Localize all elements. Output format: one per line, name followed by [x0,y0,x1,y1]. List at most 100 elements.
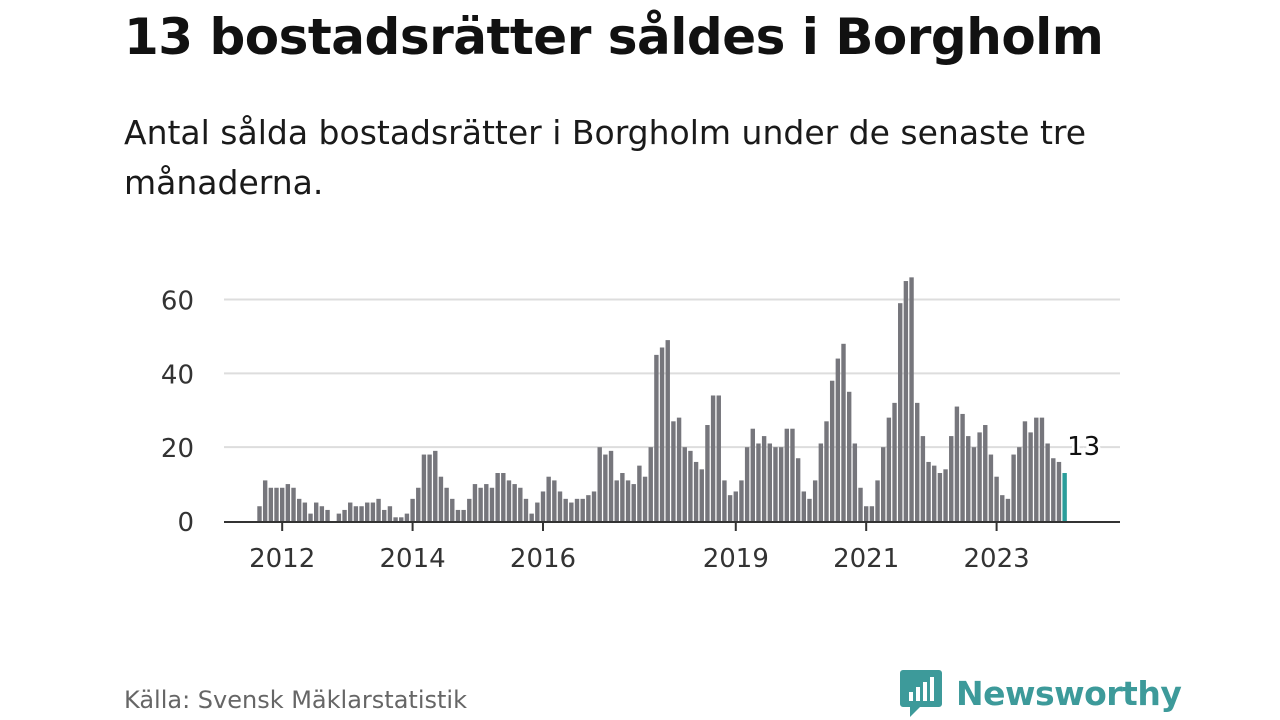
x-tick-label: 2012 [249,544,315,574]
bar [784,428,790,521]
bar [1000,495,1005,521]
bar [308,513,313,521]
bar [563,498,568,521]
bar [540,491,546,521]
bar [348,502,353,521]
bar [665,340,670,521]
bar [495,473,500,521]
page-title: 13 bostadsrätter såldes i Borgholm [124,8,1104,66]
bar [444,487,449,521]
bar [824,421,829,521]
bar [625,480,631,521]
bar [716,395,721,521]
bar [920,436,926,521]
bar [977,432,982,521]
bar [846,391,852,521]
bar [863,506,869,521]
bar [427,454,432,521]
bar [336,513,342,521]
x-tick-label: 2016 [510,544,576,574]
bar [1045,443,1050,522]
bar [438,476,444,521]
bar [937,473,943,521]
bar [552,480,557,521]
bar [370,502,376,521]
bar [960,413,965,521]
bar [433,450,438,521]
bar [489,487,495,521]
x-tick-label: 2023 [964,544,1030,574]
bar [1034,417,1039,521]
bar [671,421,676,521]
bar [597,447,602,521]
bar [285,484,291,521]
bar [637,465,642,522]
bar [620,473,625,521]
bar [450,498,455,521]
bar [682,447,687,521]
bar [501,473,506,521]
x-axis-ticks: 2012 2014 2016 2019 2021 2023 [249,523,1030,574]
bar [727,495,733,521]
bar [722,480,727,521]
bar [279,487,285,521]
bar-chart: 0 20 40 60 2012 2014 2016 2019 2021 2023 13 [161,277,1120,574]
bar [693,461,699,521]
bar [574,498,580,521]
y-tick-label: 20 [161,434,194,464]
bar [262,480,268,521]
bar [484,484,489,521]
brand-name: Newsworthy [956,673,1182,713]
bar [705,425,710,521]
bar [648,447,653,521]
bar [892,402,897,521]
bar [949,436,954,521]
bar [557,491,563,521]
bar [983,425,988,521]
bar [461,509,466,522]
brand-logo[interactable]: Newsworthy [900,668,1182,718]
bar [455,509,461,522]
bar [523,498,529,521]
y-tick-label: 0 [177,508,194,538]
bar [818,443,824,522]
bar [943,469,948,521]
source-note: Källa: Svensk Mäklarstatistik [124,686,467,714]
bar [410,498,415,521]
bar [359,506,364,521]
bar [1039,417,1045,521]
bar [710,395,716,521]
bar [1022,421,1028,521]
bar [387,506,393,521]
bar [1017,447,1022,521]
bar [518,487,523,521]
bar [274,487,279,521]
bar [512,484,517,521]
bar [926,461,931,521]
bar [416,487,421,521]
x-tick-label: 2014 [380,544,446,574]
bar [404,513,410,521]
bar [257,506,262,521]
bar [399,517,404,521]
bar [812,480,818,521]
bar [659,347,665,521]
bar [733,491,738,521]
bar [756,443,761,522]
bar [767,443,772,522]
bar [580,498,585,521]
newsworthy-logo-icon [900,670,942,717]
bar [886,417,892,521]
bar [319,506,325,521]
bar [835,358,841,521]
bar [858,487,863,521]
bar [852,443,858,522]
bar [546,476,551,521]
bar [795,458,801,521]
bar [988,454,994,521]
bar [291,487,296,521]
y-axis-ticks: 0 20 40 60 [161,287,194,539]
bar [761,436,767,521]
x-tick-label: 2019 [703,544,769,574]
bar [1011,454,1016,521]
